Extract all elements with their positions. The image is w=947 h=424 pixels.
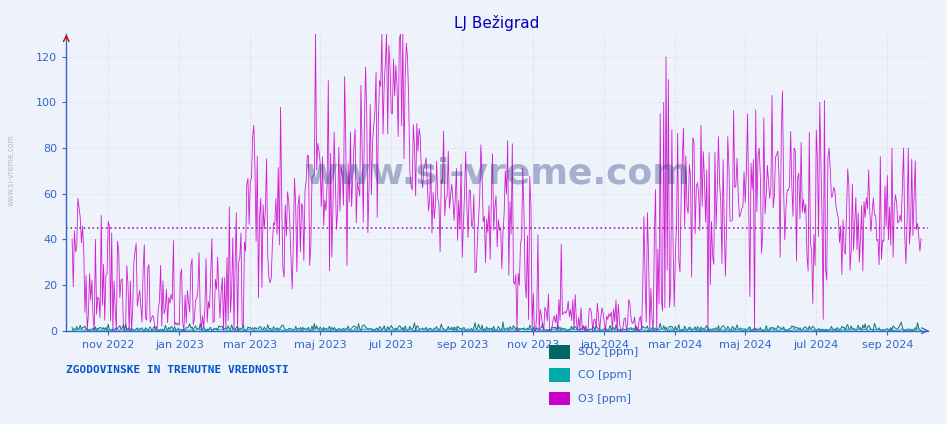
Title: LJ Bežigrad: LJ Bežigrad <box>455 15 540 31</box>
Text: O3 [ppm]: O3 [ppm] <box>578 393 631 404</box>
Text: CO [ppm]: CO [ppm] <box>578 370 632 380</box>
Text: www.si-vreme.com: www.si-vreme.com <box>304 156 690 190</box>
Text: www.si-vreme.com: www.si-vreme.com <box>7 134 16 206</box>
Text: ZGODOVINSKE IN TRENUTNE VREDNOSTI: ZGODOVINSKE IN TRENUTNE VREDNOSTI <box>66 365 289 375</box>
Text: SO2 [ppm]: SO2 [ppm] <box>578 347 638 357</box>
